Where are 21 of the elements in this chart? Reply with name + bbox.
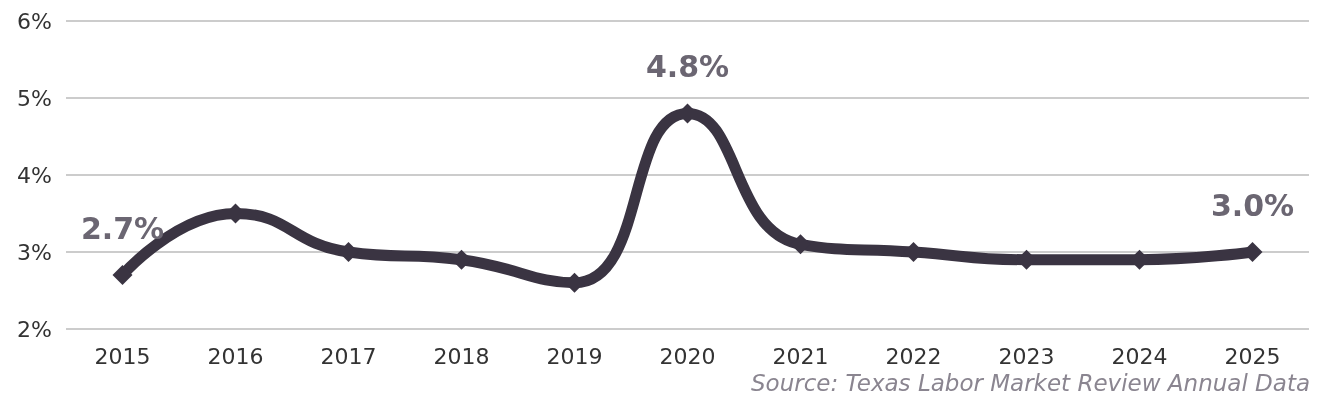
x-tick-label: 2025 (1224, 343, 1281, 369)
source-note: Source: Texas Labor Market Review Annual Data (750, 369, 1311, 396)
x-tick-label: 2023 (998, 343, 1055, 369)
y-tick-label: 5% (17, 85, 52, 111)
x-tick-label: 2016 (207, 343, 264, 369)
point (112, 265, 133, 286)
x-tick-label: 2021 (772, 343, 829, 369)
y-tick-label: 4% (17, 162, 52, 188)
x-tick-label: 2019 (546, 343, 603, 369)
data-label: 2.7% (80, 210, 165, 246)
x-tick-label: 2022 (885, 343, 942, 369)
x-tick-label: 2015 (94, 343, 151, 369)
x-tick-label: 2024 (1111, 343, 1168, 369)
data-label: 3.0% (1210, 187, 1295, 223)
data-label: 4.8% (645, 48, 730, 84)
y-tick-label: 3% (17, 239, 52, 265)
x-tick-label: 2020 (659, 343, 716, 369)
y-tick-label: 6% (17, 8, 52, 34)
y-tick-label: 2% (17, 316, 52, 342)
x-tick-label: 2017 (320, 343, 377, 369)
x-tick-label: 2018 (433, 343, 490, 369)
